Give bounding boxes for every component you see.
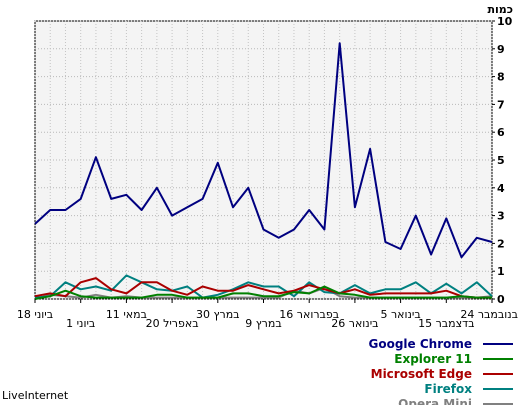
x-tick-label: 9 במרץ — [245, 317, 281, 330]
x-tick-label: 30 במרץ — [196, 308, 239, 321]
legend-label: Firefox — [424, 382, 472, 396]
series-line-2 — [34, 277, 492, 299]
x-tick-label: 24 בנובמבר — [460, 308, 518, 321]
y-axis-label: כמות — [488, 3, 513, 16]
series-line-3 — [34, 274, 493, 299]
series-line-1 — [34, 285, 492, 300]
x-tick-label: 1 ביוני — [66, 317, 95, 330]
legend-label: Opera Mini — [398, 397, 472, 405]
y-tick-label: 7 — [497, 98, 505, 111]
legend-label: Google Chrome — [368, 337, 472, 351]
x-tick-label: 18 ביוני — [17, 308, 53, 321]
series-line-0 — [34, 42, 493, 259]
series-lines — [34, 42, 493, 300]
legend-label: Explorer 11 — [394, 352, 472, 366]
grid — [34, 20, 493, 300]
x-tick-label: 11 במאי — [106, 308, 147, 321]
y-tick-label: 5 — [497, 154, 505, 167]
y-tick-label: 2 — [497, 237, 505, 250]
y-tick-label: 1 — [497, 265, 505, 278]
y-tick-label: 3 — [497, 210, 505, 223]
y-tick-label: 10 — [497, 15, 513, 28]
x-axis: 18 ביוני 11 במאי 30 במרץ 16 בפברואר 5 בינואר… — [17, 299, 518, 330]
x-tick-label: 16 בפברואר — [279, 308, 339, 321]
legend-label: Microsoft Edge — [371, 367, 472, 381]
brand-label: LiveInternet — [2, 389, 69, 402]
x-tick-label: 5 בינואר — [380, 308, 420, 321]
y-axis: 0 1 2 3 4 5 6 7 8 9 10 — [492, 15, 513, 306]
x-tick-label: 15 בדצמבר — [418, 317, 474, 330]
x-tick-label: 20 באפריל — [146, 317, 199, 330]
y-tick-label: 4 — [497, 182, 505, 195]
y-tick-label: 6 — [497, 126, 505, 139]
x-tick-label: 26 בינואר — [331, 317, 378, 330]
y-tick-label: 8 — [497, 71, 505, 84]
y-tick-label: 9 — [497, 43, 505, 56]
y-tick-label: 0 — [497, 293, 505, 306]
